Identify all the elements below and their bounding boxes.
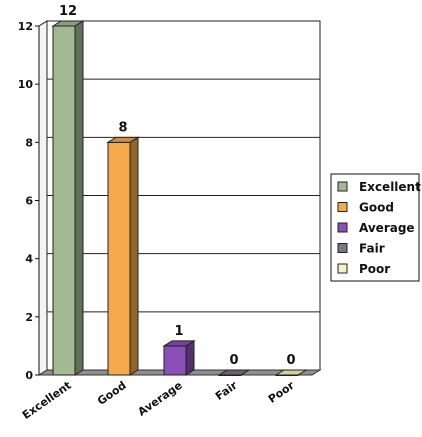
- legend-swatch: [337, 243, 348, 253]
- bar-top: [274, 369, 308, 376]
- y-tick-label: 6: [25, 195, 33, 208]
- bar-side: [129, 136, 139, 376]
- bar-top: [51, 20, 85, 27]
- legend-label: Average: [359, 221, 415, 235]
- y-tick-label: 4: [25, 253, 33, 266]
- legend-swatch: [337, 222, 348, 233]
- data-label: 1: [174, 324, 183, 339]
- y-tick-label: 12: [18, 20, 33, 33]
- bar-front: [107, 141, 131, 376]
- x-tick-label: Average: [136, 379, 185, 419]
- y-tick-label: 10: [18, 78, 34, 91]
- plot-side-wall: [38, 20, 48, 376]
- data-label: 12: [59, 4, 77, 19]
- x-tick-label: Fair: [213, 378, 240, 402]
- x-tick-label: Good: [95, 379, 129, 408]
- bar-poor: [274, 369, 308, 376]
- legend: Excellent Good Average Fair Poor: [330, 173, 421, 282]
- legend-label: Good: [359, 201, 394, 215]
- bar-top: [162, 340, 196, 347]
- y-tick-label: 2: [25, 311, 33, 324]
- x-tick-label: Excellent: [20, 379, 74, 422]
- legend-swatch: [337, 181, 348, 192]
- bar-front: [52, 25, 76, 376]
- bar-top: [217, 369, 251, 376]
- legend-label: Fair: [359, 242, 385, 256]
- y-tick-label: 8: [25, 136, 33, 149]
- bar-top: [106, 136, 140, 143]
- data-label: 0: [286, 353, 295, 368]
- bar-average: [162, 340, 196, 376]
- data-label: 0: [229, 353, 238, 368]
- bar-side: [185, 340, 195, 376]
- plot-area: 0 2 4 6 8 10 12 12 Excellent 8 Good 1 Average 0 Fair 0 P…: [18, 4, 322, 422]
- bar-fair: [217, 369, 251, 376]
- bar-side: [74, 20, 84, 376]
- bar-front: [163, 345, 187, 376]
- legend-label: Excellent: [359, 180, 421, 194]
- data-label: 8: [118, 120, 127, 135]
- legend-swatch: [337, 263, 348, 274]
- y-tick-label: 0: [25, 369, 33, 382]
- legend-swatch: [337, 202, 348, 212]
- x-tick-label: Poor: [266, 378, 297, 405]
- bar-good: [106, 136, 140, 376]
- bar-excellent: [51, 20, 85, 376]
- legend-label: Poor: [359, 262, 390, 276]
